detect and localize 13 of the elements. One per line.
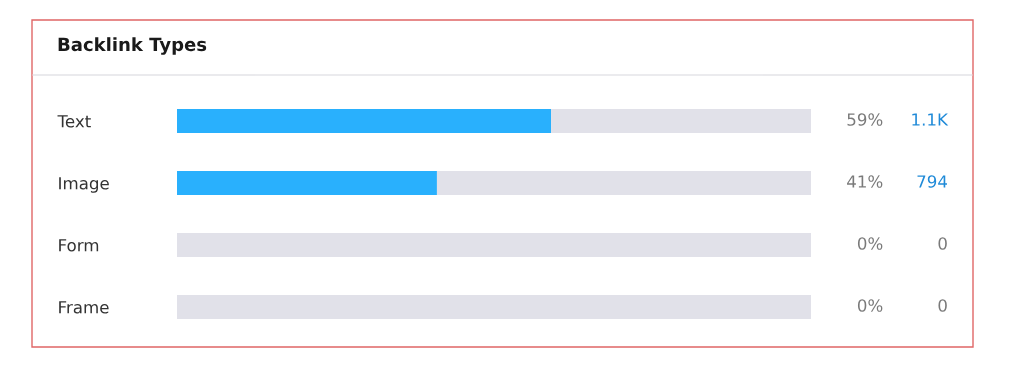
data-label: 59% [847,113,883,126]
chart-title: Backlink Types [58,37,207,55]
y-tick-label: Image [59,177,109,193]
y-tick-label: Text [57,115,91,128]
text: 0 [938,237,947,250]
y-tick-label: Form [59,239,99,252]
y-tick-label: Frame [59,301,109,314]
data-label: 0% [857,237,883,250]
text: 794 [917,175,948,188]
data-label: 0% [857,299,883,312]
text: 0 [938,299,947,312]
data-label: 41% [847,175,883,188]
text: 1.1K [912,113,949,126]
